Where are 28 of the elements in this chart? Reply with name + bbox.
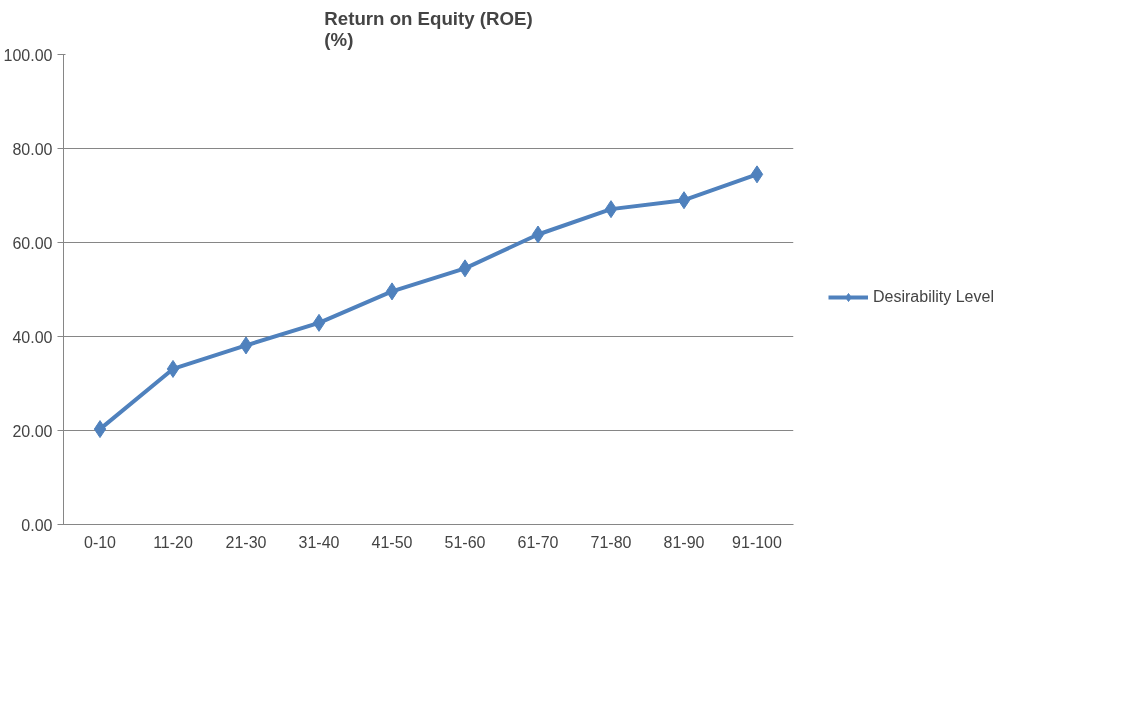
point bbox=[239, 336, 253, 355]
y-tick-label: 0.00 bbox=[21, 516, 53, 534]
x-tick-label: 11-20 bbox=[153, 533, 193, 551]
point bbox=[531, 225, 545, 244]
point bbox=[93, 420, 107, 439]
y-tick-label: 80.00 bbox=[12, 140, 53, 158]
x-tick-label: 71-80 bbox=[590, 533, 632, 551]
x-tick-label: 21-30 bbox=[225, 533, 267, 551]
x-tick-label: 51-60 bbox=[444, 533, 486, 551]
x-tick-label: 0-10 bbox=[83, 533, 117, 551]
y-tick-label: 40.00 bbox=[12, 328, 53, 346]
point bbox=[604, 200, 618, 219]
x-tick-label: 41-50 bbox=[371, 533, 413, 551]
point bbox=[312, 313, 326, 332]
point bbox=[166, 359, 180, 378]
x-tick-label: 81-90 bbox=[663, 533, 705, 551]
legend-label: Desirability Level bbox=[873, 288, 994, 306]
point bbox=[750, 165, 764, 184]
point bbox=[458, 259, 472, 278]
y-tick-label: 20.00 bbox=[12, 422, 53, 440]
x-tick-label: 91-100 bbox=[732, 533, 783, 551]
x-tick-label: 31-40 bbox=[298, 533, 340, 551]
y-tick-label: 60.00 bbox=[12, 234, 53, 252]
point bbox=[385, 282, 399, 301]
chart-title: Return on Equity (ROE) (%) bbox=[324, 7, 533, 50]
x-tick-label: 61-70 bbox=[517, 533, 559, 551]
y-tick-label: 100.00 bbox=[3, 46, 53, 64]
point bbox=[677, 191, 691, 210]
